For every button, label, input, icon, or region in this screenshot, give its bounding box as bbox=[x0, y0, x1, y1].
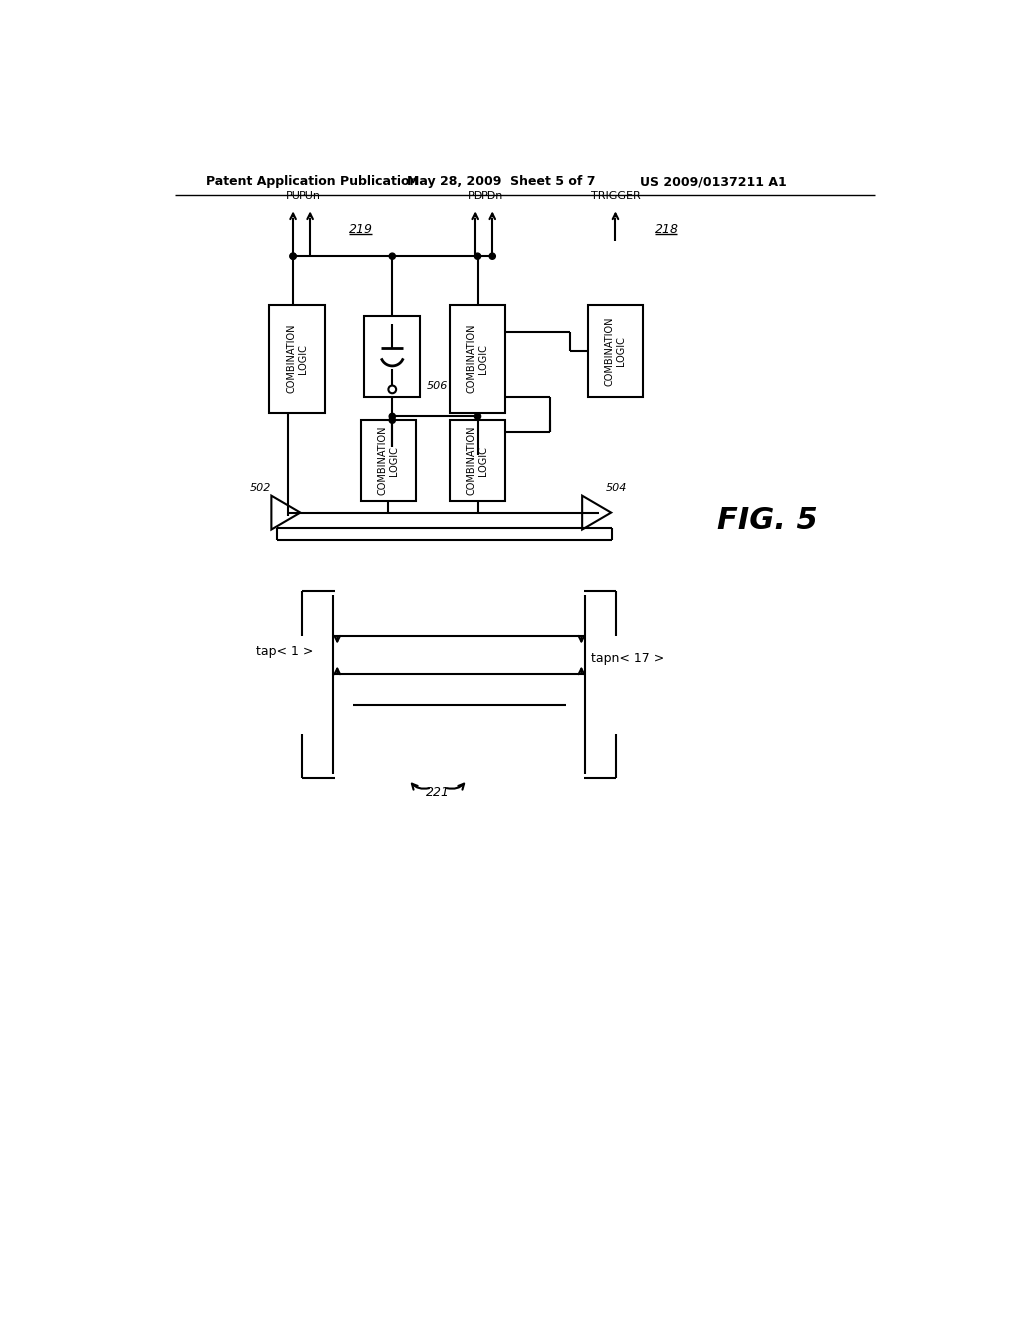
Circle shape bbox=[388, 385, 396, 393]
Circle shape bbox=[290, 253, 296, 259]
Circle shape bbox=[489, 253, 496, 259]
Bar bbox=[360, 420, 417, 502]
Text: 221: 221 bbox=[426, 785, 450, 799]
Text: 502: 502 bbox=[250, 483, 271, 492]
Circle shape bbox=[389, 253, 395, 259]
Text: PDn: PDn bbox=[481, 191, 504, 201]
Text: PU: PU bbox=[286, 191, 300, 201]
Text: 504: 504 bbox=[605, 483, 627, 492]
Text: US 2009/0137211 A1: US 2009/0137211 A1 bbox=[640, 176, 786, 187]
Text: tapn< 17 >: tapn< 17 > bbox=[592, 652, 665, 665]
Text: 506: 506 bbox=[426, 381, 447, 391]
Text: FIG. 5: FIG. 5 bbox=[717, 506, 818, 535]
Text: PUn: PUn bbox=[299, 191, 322, 201]
Polygon shape bbox=[583, 496, 611, 529]
Circle shape bbox=[389, 444, 395, 450]
Polygon shape bbox=[271, 496, 300, 529]
Circle shape bbox=[474, 413, 480, 420]
Bar bbox=[588, 305, 643, 397]
Text: May 28, 2009  Sheet 5 of 7: May 28, 2009 Sheet 5 of 7 bbox=[407, 176, 596, 187]
Bar bbox=[450, 420, 506, 502]
Circle shape bbox=[474, 253, 480, 259]
Text: 219: 219 bbox=[349, 223, 373, 236]
Text: PD: PD bbox=[468, 191, 483, 201]
Text: COMBINATION
LOGIC: COMBINATION LOGIC bbox=[467, 323, 488, 393]
Text: COMBINATION
LOGIC: COMBINATION LOGIC bbox=[467, 426, 488, 495]
Bar bbox=[269, 305, 325, 412]
Text: COMBINATION
LOGIC: COMBINATION LOGIC bbox=[605, 317, 627, 385]
Circle shape bbox=[389, 413, 395, 420]
Bar bbox=[450, 305, 506, 412]
Bar bbox=[365, 317, 420, 397]
Circle shape bbox=[290, 253, 296, 259]
Text: Patent Application Publication: Patent Application Publication bbox=[206, 176, 418, 187]
Text: tap< 1 >: tap< 1 > bbox=[256, 644, 313, 657]
Circle shape bbox=[389, 417, 395, 424]
Text: TRIGGER: TRIGGER bbox=[591, 191, 640, 201]
Text: 218: 218 bbox=[655, 223, 679, 236]
Text: COMBINATION
LOGIC: COMBINATION LOGIC bbox=[378, 426, 399, 495]
Text: COMBINATION
LOGIC: COMBINATION LOGIC bbox=[286, 323, 308, 393]
